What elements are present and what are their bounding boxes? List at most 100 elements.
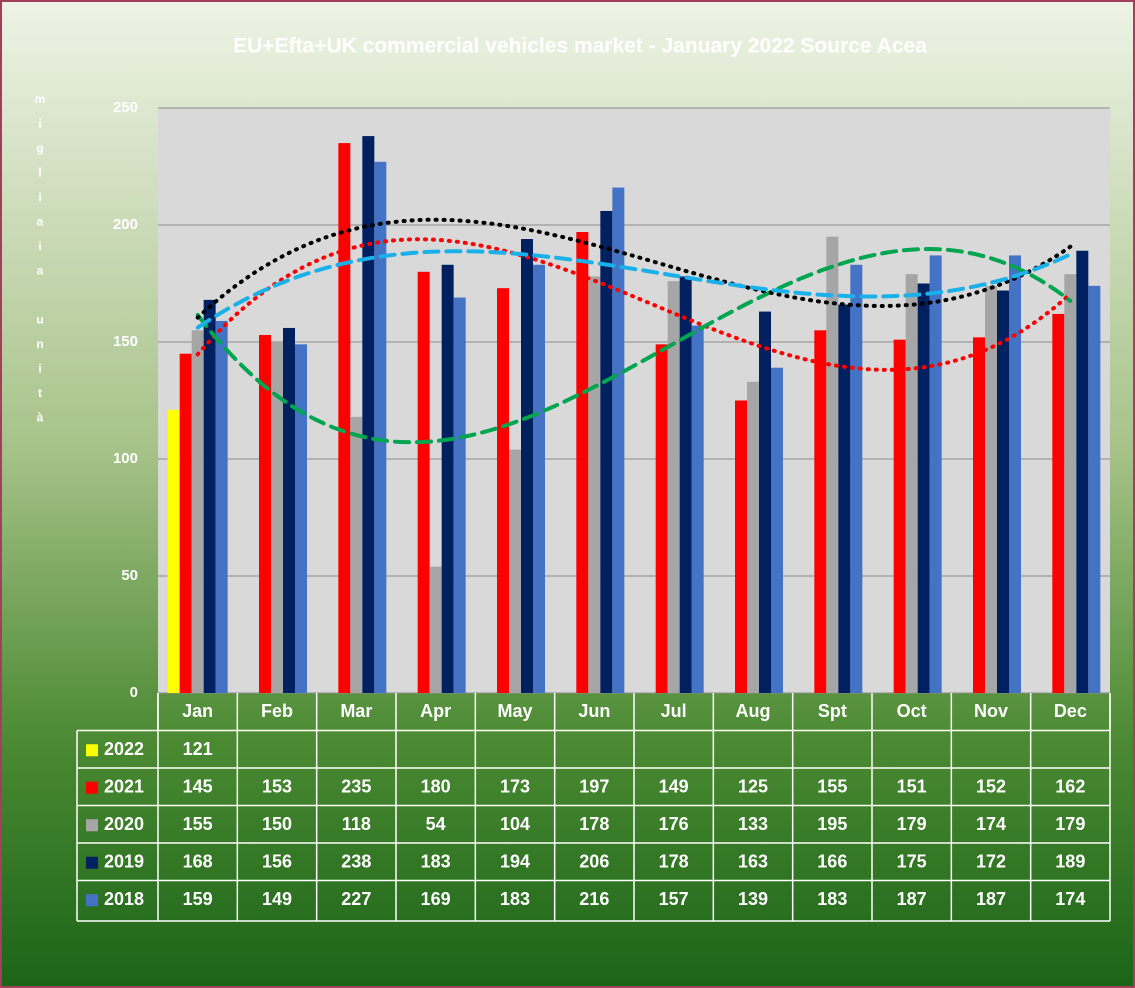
table-value: 166 [817,852,847,872]
table-value: 162 [1055,777,1085,797]
table-value: 195 [817,814,847,834]
x-tick-label: Spt [818,701,847,721]
table-value: 159 [183,889,213,909]
bar [429,566,442,693]
table-value: 149 [262,889,292,909]
table-value: 168 [183,852,213,872]
y-tick-label: 150 [113,333,138,350]
bar [1064,274,1077,693]
bar [667,281,680,693]
y-tick-label: 100 [113,450,138,467]
table-value: 189 [1055,852,1085,872]
y-tick-label: 0 [130,684,138,701]
trendline [195,237,1073,372]
trendline [195,246,1073,445]
bar [441,264,454,693]
table-value: 163 [738,852,768,872]
bar [973,337,985,693]
bar [295,344,307,693]
bar [1052,313,1065,693]
legend-swatch [86,856,98,869]
table-value: 176 [659,814,689,834]
table-value: 180 [421,777,451,797]
bar [362,136,375,693]
table-value: 172 [976,852,1006,872]
bar [521,239,533,694]
bar [259,334,271,693]
table-value: 178 [659,852,689,872]
x-tick-label: Feb [261,701,293,721]
table-value: 206 [579,852,609,872]
table-value: 178 [579,814,609,834]
legend-swatch [86,819,98,832]
table-value: 104 [500,814,530,834]
table-value: 187 [897,889,927,909]
bar [735,400,747,693]
table-value: 179 [1055,814,1085,834]
table-value: 216 [579,889,609,909]
bar [612,187,625,693]
bar [893,339,906,693]
table-value: 183 [421,852,451,872]
legend-swatch [86,744,98,757]
x-tick-label: May [497,701,532,721]
bar [283,327,295,693]
table-value: 145 [183,777,213,797]
table-value: 150 [262,814,292,834]
x-tick-label: Dec [1054,701,1087,721]
bar [917,283,930,693]
bar [1009,255,1021,694]
table-value: 175 [897,852,927,872]
table-value: 174 [1055,889,1085,909]
x-tick-label: Jan [182,701,213,721]
table-value: 179 [897,814,927,834]
bar [453,297,466,693]
table-value: 197 [579,777,609,797]
x-tick-label: Jun [578,701,610,721]
bar [497,288,509,693]
chart-title: EU+Efta+UK commercial vehicles market - … [233,35,927,58]
bar [350,416,363,693]
table-value: 155 [183,814,213,834]
table-value: 118 [342,814,371,834]
table-value: 238 [341,852,371,872]
table-value: 153 [262,777,292,797]
legend-label: 2020 [104,814,144,834]
bar [997,290,1009,693]
legend-swatch [86,894,98,907]
table-value: 151 [897,777,927,797]
bar [271,342,283,693]
bar [838,304,851,693]
table-value: 155 [817,777,847,797]
bar [588,276,601,693]
y-tick-label: 200 [113,216,138,233]
y-tick-label: 50 [121,567,138,584]
table-value: 227 [341,889,371,909]
bar [691,325,704,693]
legend-label: 2021 [104,777,144,797]
table-value: 169 [421,889,451,909]
table-value: 235 [341,777,371,797]
trendline [195,249,1073,330]
table-value: 156 [262,852,292,872]
table-value: 125 [738,777,768,797]
bar [191,330,204,693]
table-value: 133 [738,814,768,834]
bar [417,271,430,693]
bar [576,232,589,693]
table-value: 173 [500,777,530,797]
x-tick-label: Apr [420,701,451,721]
bar [338,143,351,694]
x-tick-label: Mar [340,701,372,721]
y-tick-label: 250 [113,99,138,116]
table-value: 139 [738,889,768,909]
bar [533,264,545,693]
table-value: 183 [817,889,847,909]
legend-swatch [86,781,98,794]
bar [850,264,863,693]
bar [747,381,759,693]
table-value: 194 [500,852,530,872]
table-value: 152 [976,777,1006,797]
bar [600,210,613,693]
